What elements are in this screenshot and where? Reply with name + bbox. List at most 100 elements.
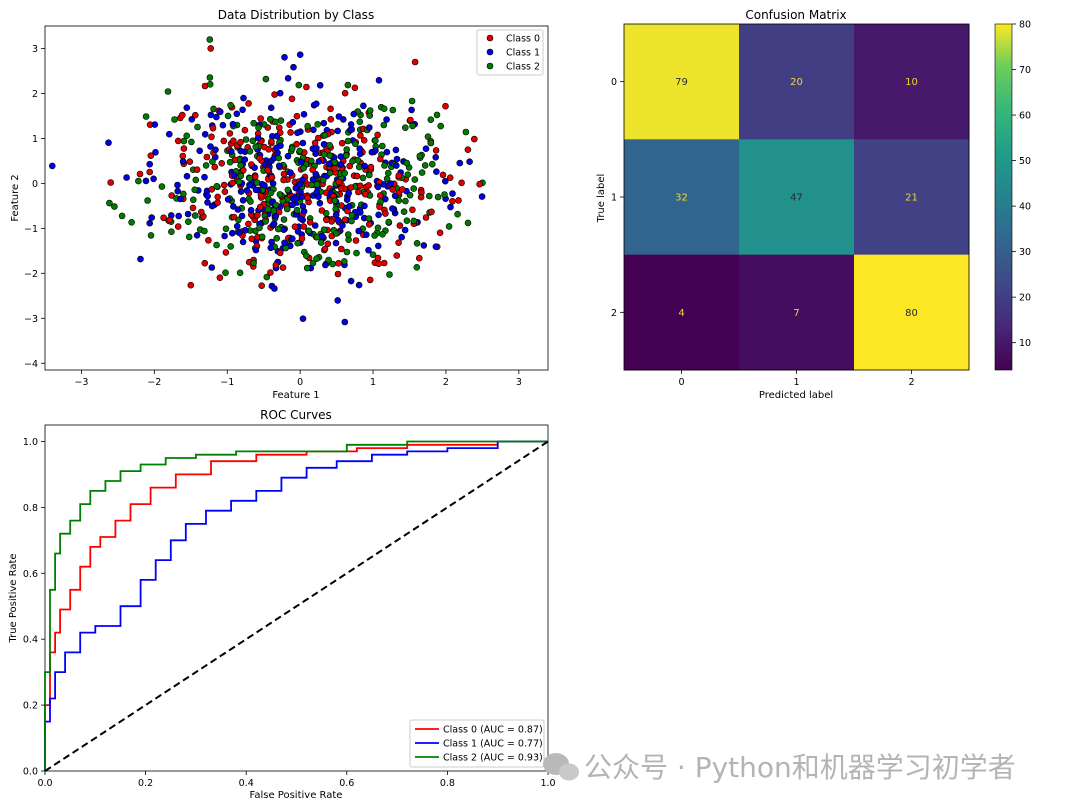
scatter-point: [375, 211, 382, 219]
scatter-point: [252, 246, 260, 254]
scatter-point: [303, 264, 311, 272]
confusion-xlabel: Predicted label: [759, 390, 833, 401]
legend-label: Class 2 (AUC = 0.93): [443, 753, 543, 764]
colorbar-tick-label: 70: [1019, 65, 1031, 76]
scatter-point: [393, 155, 401, 163]
scatter-point: [442, 102, 449, 110]
scatter-point: [365, 182, 372, 189]
scatter-point: [436, 229, 444, 237]
scatter-point: [343, 248, 351, 256]
scatter-point: [344, 137, 352, 145]
scatter-point: [237, 188, 245, 195]
scatter-point: [147, 232, 155, 239]
scatter-point: [365, 124, 373, 131]
matrix-cell: [624, 139, 740, 256]
scatter-point: [316, 82, 324, 89]
scatter-point: [341, 89, 349, 97]
confusion-ylabel: True label: [596, 174, 607, 224]
scatter-point: [240, 94, 247, 102]
scatter-point: [207, 111, 215, 119]
scatter-point: [144, 197, 151, 204]
scatter-point: [283, 205, 291, 213]
scatter-point: [230, 137, 237, 145]
scatter-point: [248, 235, 256, 243]
scatter-point: [337, 185, 345, 192]
scatter-point: [293, 112, 301, 120]
cell-value: 47: [790, 193, 803, 204]
scatter-point: [279, 264, 287, 271]
scatter-point: [272, 261, 280, 269]
scatter-point: [356, 209, 364, 216]
scatter-point: [273, 235, 281, 242]
scatter-point: [164, 88, 172, 95]
x-tick-label: 2: [443, 377, 449, 388]
scatter-point: [273, 132, 281, 140]
scatter-point: [315, 193, 322, 200]
scatter-point: [222, 249, 230, 256]
scatter-point: [295, 81, 303, 89]
scatter-point: [332, 211, 340, 218]
scatter-point: [417, 193, 425, 201]
scatter-point: [309, 166, 316, 173]
scatter-point: [305, 227, 313, 235]
scatter-point: [344, 81, 352, 89]
scatter-point: [270, 207, 278, 214]
scatter-point: [256, 154, 263, 162]
scatter-point: [407, 116, 414, 124]
scatter-point: [194, 123, 201, 131]
scatter-point: [321, 245, 329, 253]
scatter-point: [179, 152, 187, 160]
scatter-point: [177, 195, 184, 203]
scatter-point: [152, 149, 159, 156]
scatter-point: [226, 130, 234, 137]
y-tick-label: −2: [24, 269, 38, 280]
colorbar-tick-label: 50: [1019, 156, 1031, 167]
scatter-point: [321, 132, 329, 139]
scatter-point: [466, 158, 473, 165]
watermark: 公众号 · Python和机器学习初学者: [543, 751, 1016, 784]
scatter-point: [267, 269, 274, 276]
scatter-point: [297, 215, 304, 222]
scatter-point: [353, 249, 360, 257]
scatter-point: [288, 95, 296, 103]
x-tick-label: 0: [297, 377, 303, 388]
scatter-point: [307, 157, 315, 165]
scatter-point: [413, 263, 421, 271]
scatter-point: [331, 197, 339, 204]
scatter-point: [361, 190, 369, 198]
scatter-point: [355, 281, 363, 289]
scatter-point: [316, 199, 324, 207]
scatter-point: [325, 256, 332, 264]
scatter-point: [325, 160, 333, 168]
scatter-point: [251, 173, 259, 181]
scatter-point: [296, 147, 304, 155]
scatter-point: [409, 206, 416, 214]
x-tick-label: −2: [147, 377, 161, 388]
scatter-point: [312, 170, 320, 178]
scatter-point: [432, 147, 440, 154]
scatter-point: [237, 147, 245, 155]
scatter-point: [389, 205, 396, 212]
scatter-point: [142, 113, 150, 120]
scatter-point: [236, 269, 244, 277]
scatter-point: [334, 216, 342, 224]
y-tick-label: −3: [24, 314, 38, 325]
scatter-point: [331, 165, 338, 172]
scatter-point: [341, 169, 349, 177]
matrix-cell: [739, 24, 855, 140]
scatter-point: [365, 221, 373, 228]
scatter-point: [174, 223, 182, 230]
scatter-point: [294, 239, 302, 247]
scatter-point: [365, 215, 373, 222]
scatter-point: [208, 264, 216, 271]
scatter-point: [320, 119, 328, 127]
scatter-point: [313, 144, 320, 152]
scatter-point: [300, 223, 308, 230]
scatter-point: [212, 146, 219, 154]
scatter-point: [413, 240, 421, 247]
scatter-point: [383, 116, 390, 123]
scatter-point: [281, 239, 288, 247]
scatter-point: [391, 192, 399, 200]
scatter-point: [385, 218, 393, 226]
scatter-point: [348, 211, 356, 219]
